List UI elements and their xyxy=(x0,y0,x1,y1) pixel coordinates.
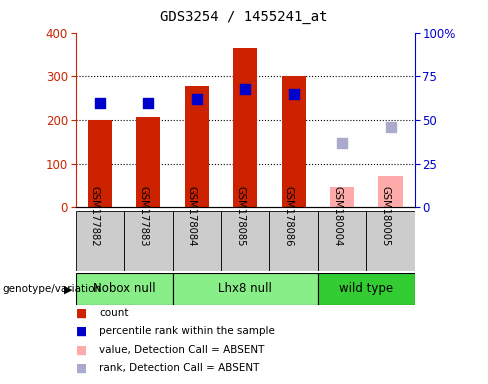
Text: ■: ■ xyxy=(76,362,87,375)
Text: percentile rank within the sample: percentile rank within the sample xyxy=(99,326,275,336)
Point xyxy=(144,99,152,106)
Text: ■: ■ xyxy=(76,306,87,319)
Bar xyxy=(366,211,415,271)
Bar xyxy=(269,211,318,271)
Text: value, Detection Call = ABSENT: value, Detection Call = ABSENT xyxy=(99,345,264,355)
Text: GSM178085: GSM178085 xyxy=(235,186,245,246)
Text: Nobox null: Nobox null xyxy=(93,283,155,295)
Text: count: count xyxy=(99,308,128,318)
Bar xyxy=(184,86,209,207)
Point xyxy=(96,99,104,106)
Text: GSM178084: GSM178084 xyxy=(187,186,197,246)
Bar xyxy=(76,273,173,305)
Point xyxy=(242,86,249,92)
Text: GSM180005: GSM180005 xyxy=(381,186,390,246)
Bar xyxy=(76,211,124,271)
Bar xyxy=(173,273,318,305)
Bar xyxy=(124,211,173,271)
Text: GDS3254 / 1455241_at: GDS3254 / 1455241_at xyxy=(160,10,328,23)
Text: ■: ■ xyxy=(76,343,87,356)
Text: wild type: wild type xyxy=(339,283,393,295)
Text: ■: ■ xyxy=(76,325,87,338)
Text: GSM177882: GSM177882 xyxy=(90,185,100,246)
Text: Lhx8 null: Lhx8 null xyxy=(218,283,272,295)
Bar xyxy=(221,211,269,271)
Text: GSM178086: GSM178086 xyxy=(284,186,294,246)
Bar xyxy=(173,211,221,271)
Text: rank, Detection Call = ABSENT: rank, Detection Call = ABSENT xyxy=(99,363,260,373)
Point xyxy=(338,140,346,146)
Bar xyxy=(233,48,257,207)
Point xyxy=(193,96,201,102)
Bar xyxy=(379,176,403,207)
Text: GSM177883: GSM177883 xyxy=(138,186,148,246)
Bar xyxy=(136,117,161,207)
Point xyxy=(386,124,394,130)
Text: genotype/variation: genotype/variation xyxy=(2,284,102,294)
Bar xyxy=(330,187,354,207)
Bar xyxy=(282,76,306,207)
Bar xyxy=(88,120,112,207)
Bar xyxy=(318,273,415,305)
Text: GSM180004: GSM180004 xyxy=(332,186,342,246)
Bar xyxy=(318,211,366,271)
Point xyxy=(290,91,298,97)
Text: ▶: ▶ xyxy=(64,284,72,294)
